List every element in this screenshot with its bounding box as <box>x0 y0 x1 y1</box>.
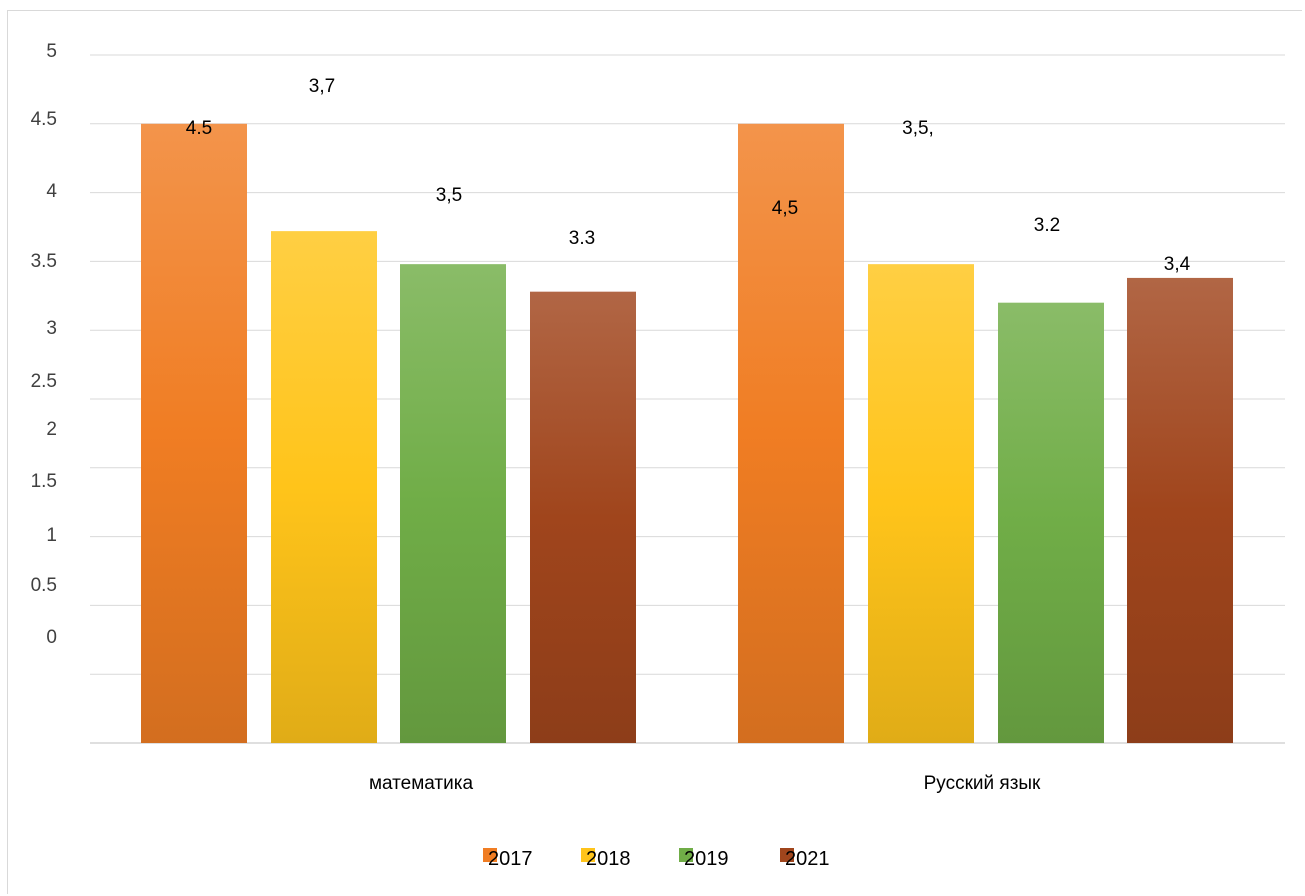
y-tick-label: 4.5 <box>31 109 57 130</box>
y-tick-label: 1 <box>46 525 57 546</box>
data-label: 3.3 <box>569 228 595 249</box>
bar-2017-russian <box>738 123 844 744</box>
y-tick-label: 0.5 <box>31 575 57 596</box>
bar-2019-russian <box>998 302 1104 743</box>
legend-swatch-2019 <box>679 848 693 862</box>
y-tick-label: 2 <box>46 419 57 440</box>
data-label: 4.5 <box>186 118 212 139</box>
legend-swatch-2018 <box>581 848 595 862</box>
legend-label: 2018 <box>586 848 631 870</box>
legend-label: 2017 <box>488 848 533 870</box>
data-label: 3,5 <box>436 185 462 206</box>
data-label: 4,5 <box>772 198 798 219</box>
y-tick-label: 3.5 <box>31 251 57 272</box>
y-tick-label: 2.5 <box>31 371 57 392</box>
y-tick-label: 5 <box>46 41 57 62</box>
legend-label: 2021 <box>785 848 830 870</box>
bar-2021-math <box>530 291 636 743</box>
data-label: 3,4 <box>1164 254 1191 275</box>
data-label: 3,5, <box>902 118 934 139</box>
legend-swatch-2021 <box>780 848 794 862</box>
legend-label: 2019 <box>684 848 729 870</box>
bar-2019-math <box>400 264 506 743</box>
data-label: 3,7 <box>309 76 335 97</box>
legend-swatch-2017 <box>483 848 497 862</box>
bar-2018-math <box>271 231 377 744</box>
category-label: математика <box>369 773 474 794</box>
category-label: Русский язык <box>924 773 1041 794</box>
bar-2018-russian <box>868 264 974 743</box>
bar-2021-russian <box>1127 277 1233 743</box>
data-label: 3.2 <box>1034 215 1060 236</box>
y-tick-label: 1.5 <box>31 471 57 492</box>
chart-frame <box>7 10 1302 894</box>
y-tick-label: 0 <box>46 627 57 648</box>
y-tick-label: 4 <box>46 181 57 202</box>
bar-2017-math <box>141 123 247 744</box>
y-tick-label: 3 <box>46 318 57 339</box>
